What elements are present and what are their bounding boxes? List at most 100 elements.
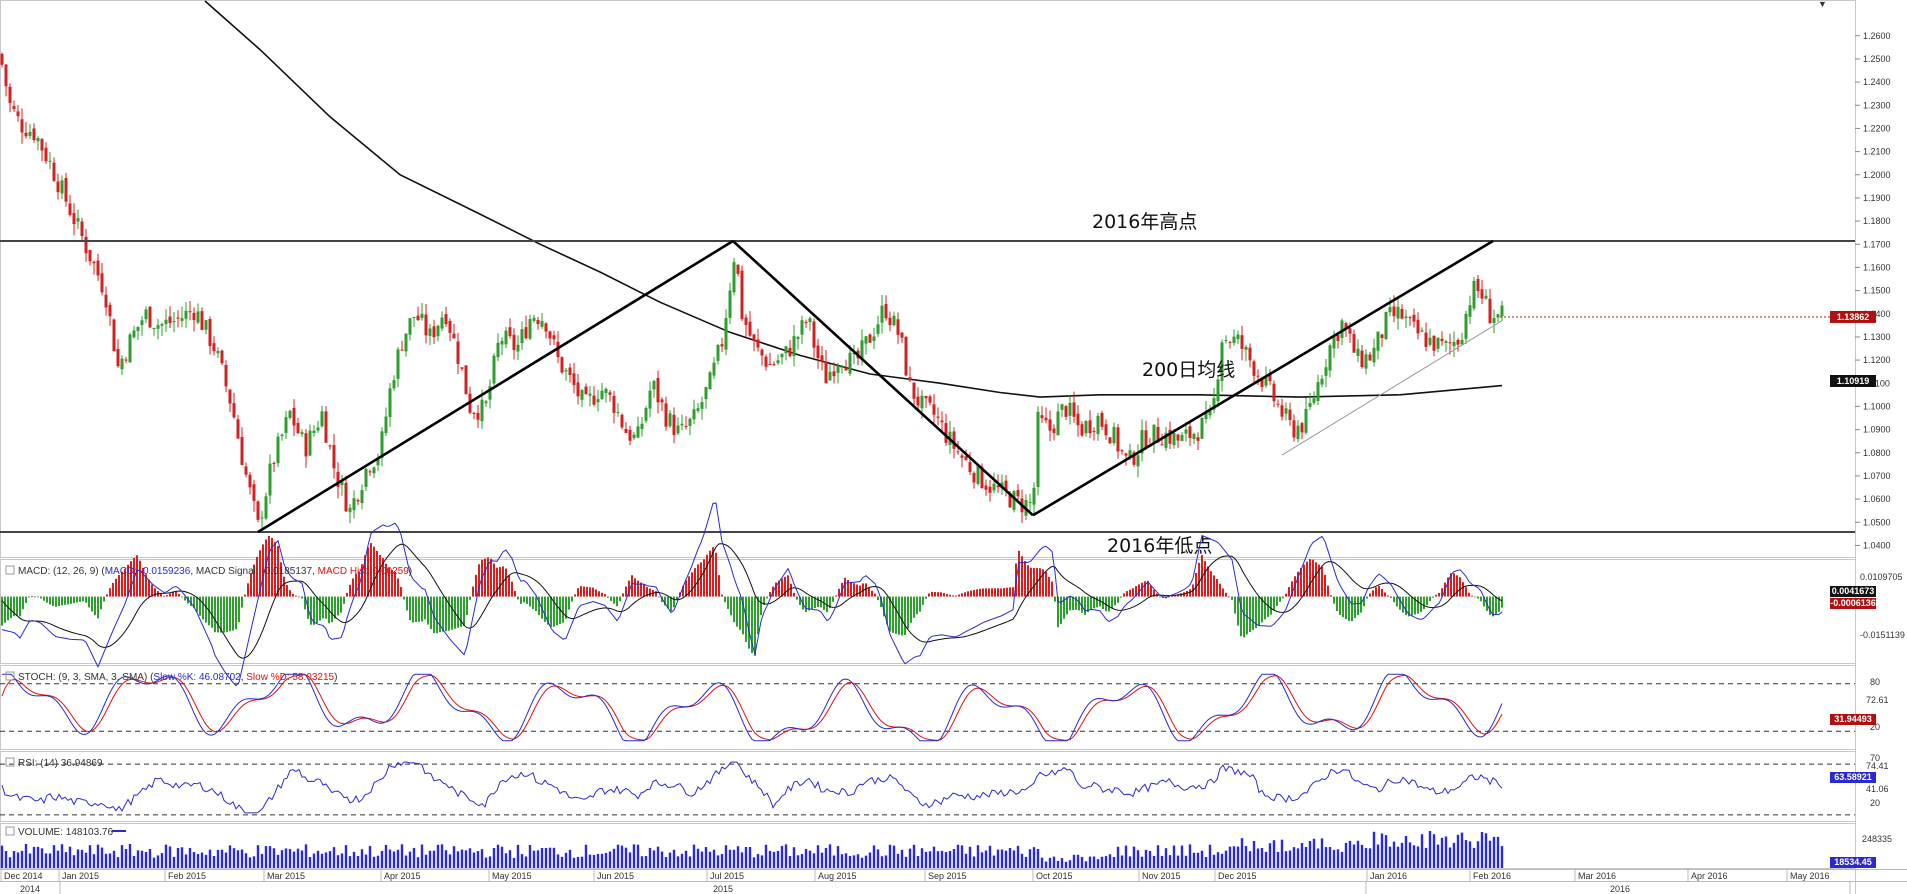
macd-histogram-bar <box>415 596 417 623</box>
candle-body <box>40 139 44 151</box>
macd-histogram-bar <box>358 571 360 597</box>
macd-histogram-bar <box>952 595 954 597</box>
candle-body <box>444 314 448 325</box>
macd-histogram-bar <box>394 571 396 597</box>
candle-body <box>956 451 960 453</box>
candle-body <box>1208 409 1212 416</box>
candle-body <box>1164 432 1168 448</box>
month-label: Jan 2016 <box>1370 871 1407 881</box>
volume-bar <box>1220 853 1224 868</box>
chevron-down-icon[interactable]: ▼ <box>1818 0 1827 9</box>
volume-bar <box>1224 850 1228 868</box>
candle-body <box>1452 342 1456 347</box>
macd-hist-value: -0.0006136 <box>1830 598 1876 608</box>
volume-settings-icon[interactable] <box>5 826 15 836</box>
volume-bar <box>596 853 600 868</box>
candle-body <box>572 373 576 386</box>
candle-body <box>1488 298 1492 324</box>
macd-histogram-bar <box>1345 596 1347 620</box>
volume-bar <box>960 845 964 868</box>
volume-bar <box>1204 856 1208 868</box>
candle-body <box>164 319 168 325</box>
volume-bar <box>1280 839 1284 868</box>
macd-histogram-bar <box>673 596 675 608</box>
volume-bar <box>528 845 532 868</box>
candle-body <box>784 346 788 354</box>
candle-body <box>728 290 732 318</box>
macd-histogram-bar <box>763 596 765 606</box>
macd-histogram-bar <box>598 591 600 597</box>
volume-bar <box>1304 847 1308 868</box>
volume-bar <box>1456 834 1460 868</box>
month-label: May 2016 <box>1790 871 1830 881</box>
macd-histogram-bar <box>310 596 312 625</box>
candle-body <box>208 319 212 346</box>
candle-body <box>196 311 200 323</box>
macd-histogram-bar <box>220 596 222 633</box>
macd-histogram-bar <box>796 596 798 600</box>
volume-bar <box>1432 834 1436 868</box>
macd-histogram-bar <box>1069 596 1071 611</box>
candle-body <box>1380 334 1384 338</box>
volume-bar <box>84 852 88 868</box>
macd-histogram-bar <box>718 575 720 597</box>
macd-histogram-bar <box>622 593 624 597</box>
macd-histogram-bar <box>553 596 555 627</box>
macd-histogram-bar <box>664 596 666 606</box>
volume-bar <box>396 849 400 868</box>
macd-histogram-bar <box>1072 596 1074 611</box>
price-tick-label: 1.1600 <box>1863 262 1891 272</box>
volume-bar <box>1416 846 1420 868</box>
candle-body <box>908 377 912 381</box>
candle-body <box>304 433 308 457</box>
macd-histogram-bar <box>1297 571 1299 597</box>
macd-histogram-bar <box>769 592 771 597</box>
candle-body <box>1252 361 1256 376</box>
volume-bar <box>1120 855 1124 868</box>
volume-bar <box>1072 854 1076 868</box>
candle-body <box>932 404 936 415</box>
volume-bar <box>776 850 780 868</box>
macd-histogram-bar <box>730 596 732 616</box>
candle-body <box>248 474 252 488</box>
macd-histogram-bar <box>343 596 345 604</box>
volume-bar <box>32 846 36 868</box>
candle-body <box>436 325 440 337</box>
volume-bar <box>968 846 972 868</box>
rsi-settings-icon[interactable] <box>5 757 15 767</box>
macd-histogram-bar <box>1159 596 1161 598</box>
macd-histogram-bar <box>1018 550 1020 597</box>
macd-histogram-bar <box>520 596 522 604</box>
volume-bar <box>428 850 432 868</box>
rsi-tag-value: 63.58921 <box>1834 772 1872 782</box>
volume-bar <box>36 846 40 868</box>
volume-bar <box>752 857 756 868</box>
volume-bar <box>460 849 464 868</box>
price-tick-label: 1.1300 <box>1863 332 1891 342</box>
macd-histogram-bar <box>16 596 18 616</box>
candle-body <box>1192 433 1196 440</box>
month-label: Oct 2015 <box>1036 871 1073 881</box>
macd-histogram-bar <box>1231 596 1233 600</box>
stoch-settings-icon[interactable] <box>5 671 15 681</box>
candle-body <box>252 484 256 501</box>
candle-body <box>228 389 232 404</box>
candle-body <box>1084 421 1088 434</box>
macd-histogram-bar <box>700 562 702 597</box>
volume-bar <box>148 848 152 868</box>
volume-bar <box>532 850 536 868</box>
candle-body <box>904 337 908 376</box>
macd-histogram-bar <box>1498 596 1500 612</box>
macd-histogram-bar <box>4 596 6 623</box>
macd-histogram-bar <box>1081 596 1083 613</box>
volume-bar <box>1368 848 1372 868</box>
candle-body <box>1364 354 1368 369</box>
volume-bar <box>1044 861 1048 868</box>
macd-histogram-bar <box>403 596 405 600</box>
volume-bar <box>600 853 604 868</box>
macd-settings-icon[interactable] <box>5 565 15 575</box>
candle-body <box>1184 429 1188 434</box>
candle-body <box>588 393 592 396</box>
macd-histogram-bar <box>754 596 756 656</box>
